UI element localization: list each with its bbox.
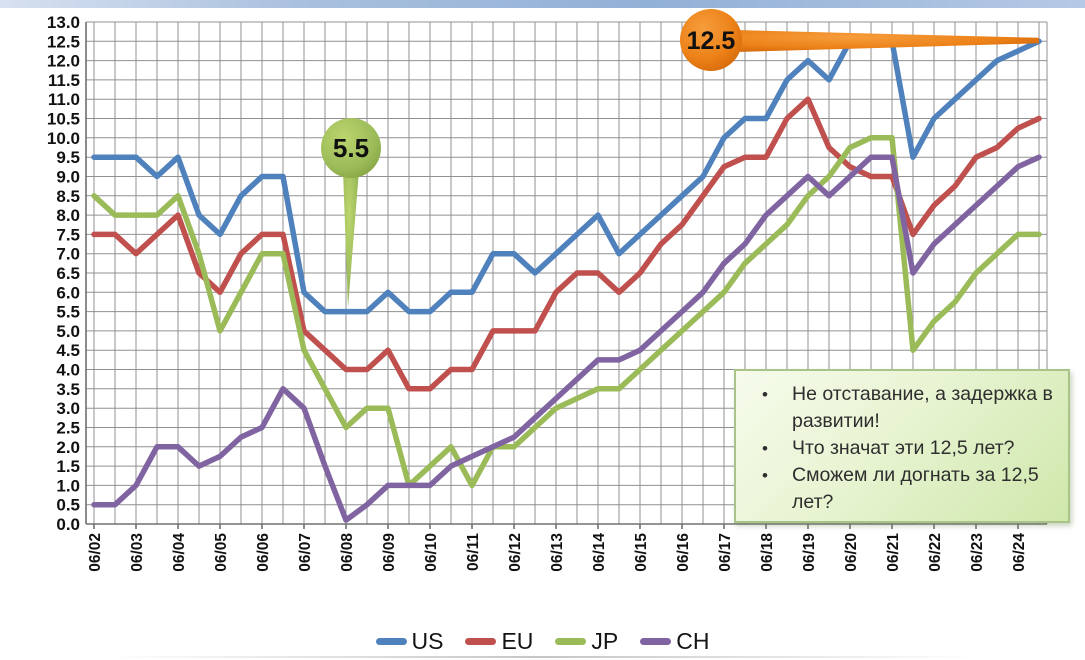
svg-text:4.0: 4.0 <box>56 361 80 380</box>
svg-text:06/04: 06/04 <box>171 533 188 572</box>
svg-text:06/17: 06/17 <box>717 533 734 572</box>
svg-text:06/07: 06/07 <box>297 533 314 572</box>
svg-text:06/19: 06/19 <box>801 533 818 572</box>
svg-text:06/10: 06/10 <box>423 533 440 572</box>
svg-text:9.5: 9.5 <box>56 148 80 167</box>
y-axis-tick-labels: 13.012.512.011.511.010.510.09.59.08.58.0… <box>47 13 80 534</box>
svg-text:2.5: 2.5 <box>56 419 80 438</box>
svg-text:6.5: 6.5 <box>56 264 80 283</box>
svg-text:4.5: 4.5 <box>56 341 80 360</box>
svg-text:06/09: 06/09 <box>381 533 398 572</box>
legend-swatch-JP <box>555 638 587 645</box>
svg-text:06/06: 06/06 <box>255 533 272 572</box>
legend-item-US[interactable]: US <box>375 628 444 655</box>
svg-text:3.0: 3.0 <box>56 399 80 418</box>
svg-text:06/13: 06/13 <box>549 533 566 572</box>
series-line-EU <box>91 96 1042 392</box>
svg-text:06/11: 06/11 <box>465 533 482 571</box>
slide-bottom-edge <box>0 656 1085 658</box>
svg-text:3.5: 3.5 <box>56 380 80 399</box>
svg-text:8.5: 8.5 <box>56 187 80 206</box>
legend-label-JP: JP <box>591 628 619 654</box>
svg-text:5.5: 5.5 <box>56 303 80 322</box>
note-bullet-3: Сможем ли догнать за 12,5 лет? <box>750 462 1058 516</box>
svg-text:06/22: 06/22 <box>927 533 944 572</box>
svg-text:06/15: 06/15 <box>633 533 650 572</box>
axes <box>85 22 1047 529</box>
annotation-bullet-list: Не отставание, а задержка в развитии!Что… <box>750 381 1058 516</box>
svg-text:12.0: 12.0 <box>47 52 80 71</box>
svg-text:06/03: 06/03 <box>129 533 146 572</box>
svg-text:11.0: 11.0 <box>48 90 80 109</box>
svg-text:7.0: 7.0 <box>56 245 80 264</box>
legend-item-EU[interactable]: EU <box>465 628 533 655</box>
svg-text:06/14: 06/14 <box>591 533 608 572</box>
svg-text:06/16: 06/16 <box>675 533 692 572</box>
svg-text:9.0: 9.0 <box>56 168 80 187</box>
legend-swatch-EU <box>465 638 497 645</box>
note-bullet-1: Не отставание, а задержка в развитии! <box>750 381 1058 435</box>
x-axis-tick-labels: 06/02 06/03 06/04 06/05 06/06 06/07 06/08 06/09… <box>87 533 1028 572</box>
svg-text:06/20: 06/20 <box>843 533 860 572</box>
svg-text:06/24: 06/24 <box>1011 533 1028 572</box>
callout-5-5-stem <box>343 170 359 308</box>
svg-text:06/02: 06/02 <box>87 533 104 572</box>
legend-label-US: US <box>411 628 444 654</box>
svg-text:5.0: 5.0 <box>56 322 80 341</box>
svg-text:06/18: 06/18 <box>759 533 776 572</box>
svg-text:10.0: 10.0 <box>47 129 80 148</box>
series-line-CH <box>91 154 1042 523</box>
annotation-note-box: Не отставание, а задержка в развитии!Что… <box>734 369 1070 523</box>
callout-5-5: 5.5 <box>321 118 381 308</box>
callout-5-5-label: 5.5 <box>333 133 369 163</box>
svg-text:1.0: 1.0 <box>56 476 80 495</box>
legend-label-CH: CH <box>676 628 710 654</box>
callout-12-5: 12.5 <box>680 9 1039 71</box>
svg-text:7.5: 7.5 <box>56 225 80 244</box>
svg-text:06/05: 06/05 <box>213 533 230 572</box>
svg-text:2.0: 2.0 <box>56 438 80 457</box>
svg-text:0.0: 0.0 <box>56 515 80 534</box>
callout-5-5-bubble <box>321 118 381 178</box>
legend-label-EU: EU <box>501 628 534 654</box>
svg-text:06/21: 06/21 <box>885 533 902 572</box>
legend-swatch-CH <box>640 638 672 645</box>
series-line-JP <box>91 135 1042 489</box>
note-bullet-2: Что значат эти 12,5 лет? <box>750 435 1058 462</box>
svg-text:6.0: 6.0 <box>56 283 80 302</box>
svg-text:10.5: 10.5 <box>47 110 80 129</box>
svg-text:11.5: 11.5 <box>48 71 80 90</box>
svg-text:13.0: 13.0 <box>47 13 80 32</box>
svg-text:06/08: 06/08 <box>339 533 356 572</box>
legend-item-JP[interactable]: JP <box>555 628 618 655</box>
svg-text:06/23: 06/23 <box>969 533 986 572</box>
svg-text:0.5: 0.5 <box>56 496 80 515</box>
callout-12-5-pointer <box>735 30 1039 52</box>
callout-12-5-label: 12.5 <box>687 27 736 55</box>
chart-legend: US EU JP CH <box>0 628 1085 655</box>
slide-top-accent-bar <box>0 0 1085 8</box>
svg-text:1.5: 1.5 <box>56 457 80 476</box>
svg-text:12.5: 12.5 <box>47 32 80 51</box>
callout-12-5-bubble <box>680 9 742 71</box>
legend-swatch-US <box>375 638 407 645</box>
svg-text:06/12: 06/12 <box>507 533 524 572</box>
legend-item-CH[interactable]: CH <box>640 628 709 655</box>
svg-text:8.0: 8.0 <box>56 206 80 225</box>
